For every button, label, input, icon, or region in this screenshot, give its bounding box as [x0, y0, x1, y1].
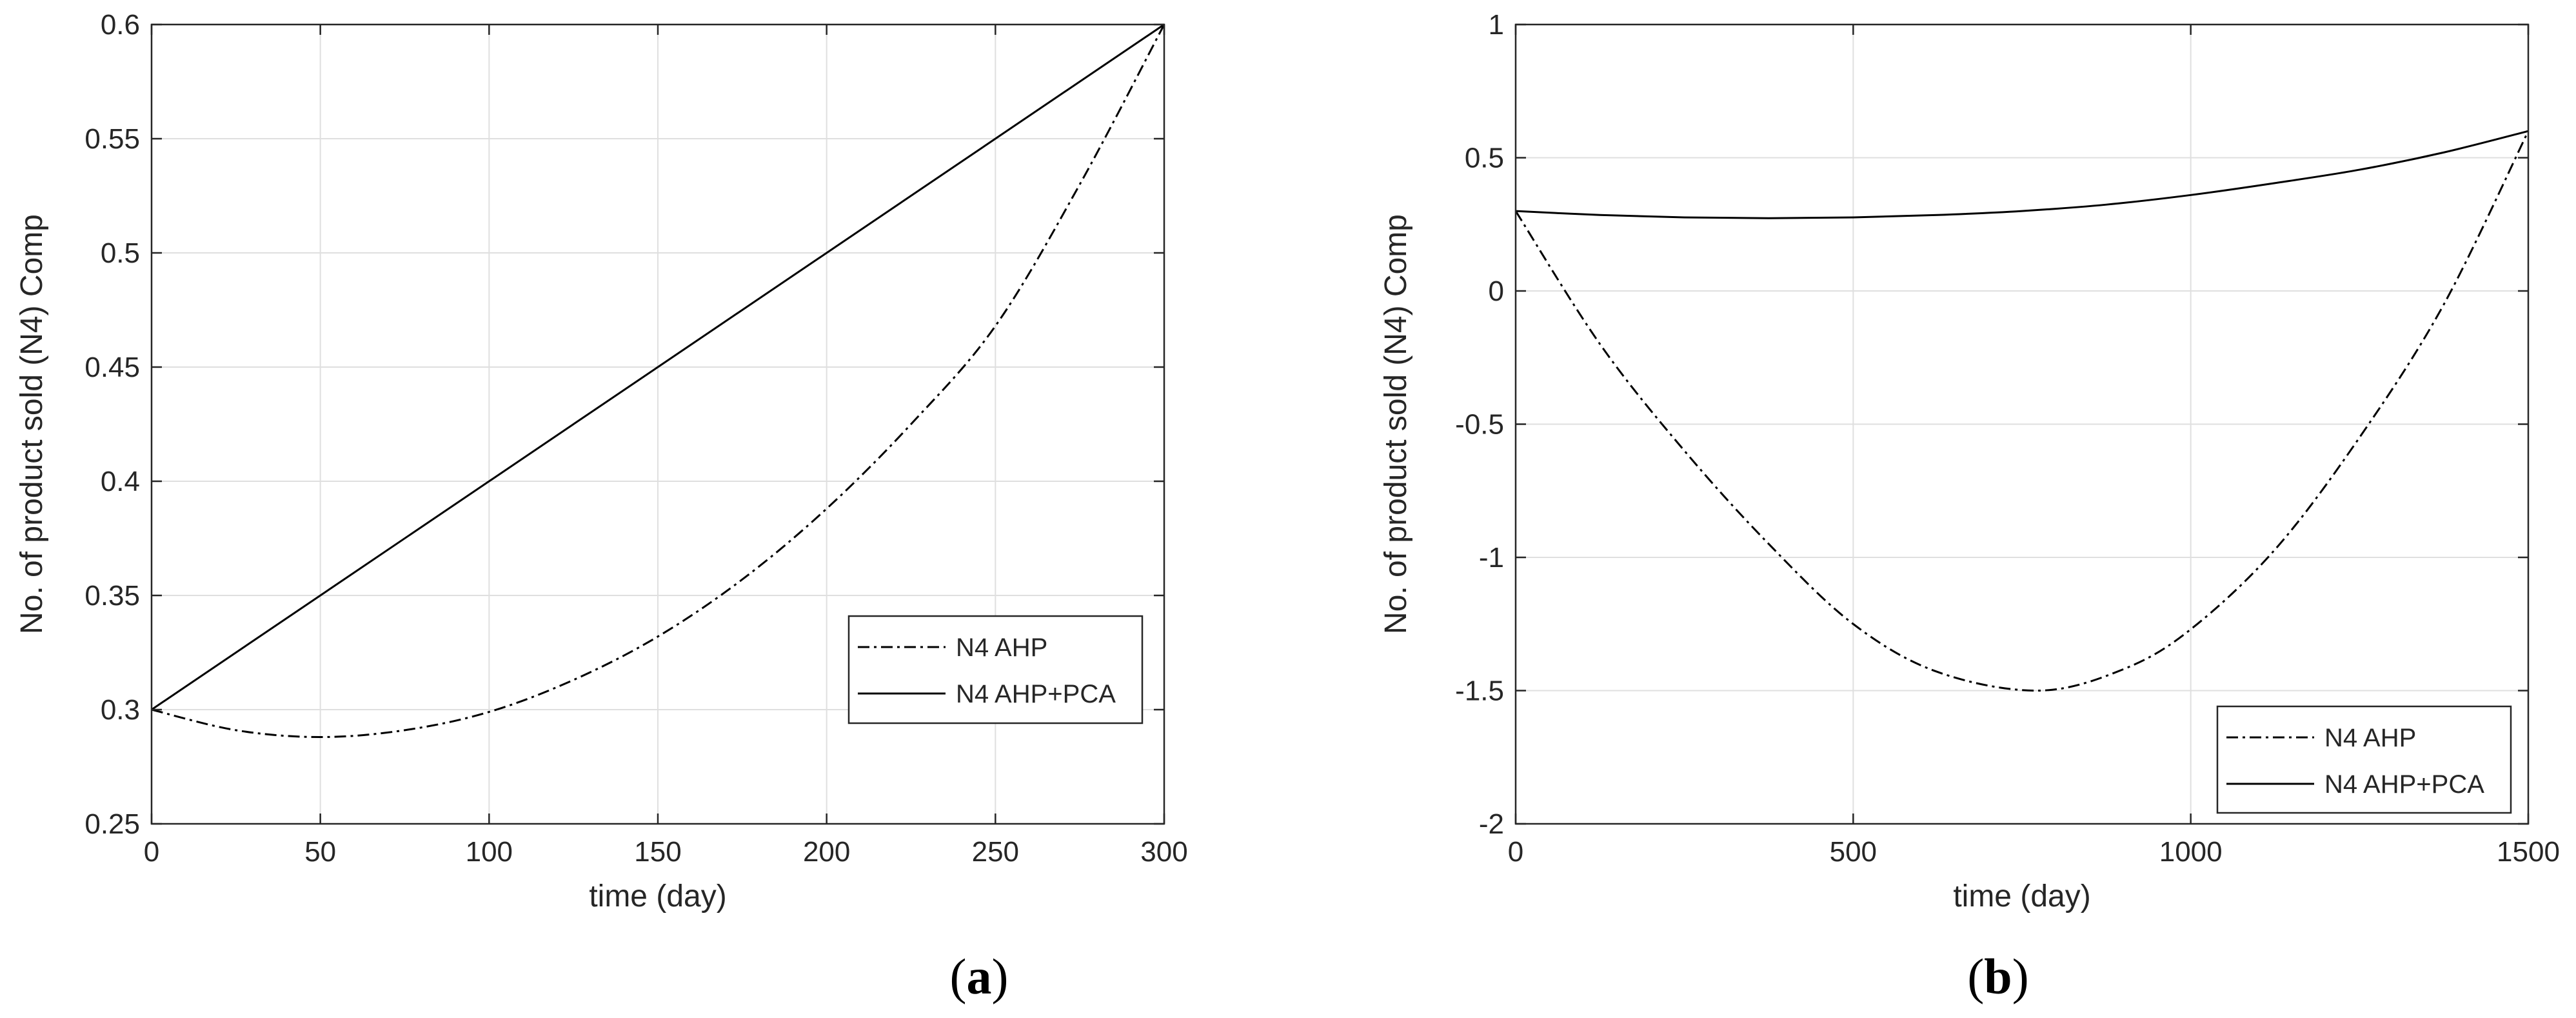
chart-a-series-pca-line	[151, 23, 1165, 711]
chart-b-y-tick-label-2: -1	[1479, 542, 1504, 574]
chart-b-legend-label-ahp: N4 AHP	[2324, 724, 2416, 752]
chart-b-y-tick-label-0: -2	[1479, 808, 1504, 840]
chart-a-legend-label-pca: N4 AHP+PCA	[956, 680, 1116, 708]
chart-a-ticks: 0 50 100 150 200 250 300 0.25 0.3 0.35 0.4 0.45 0.5 0…	[84, 9, 1187, 868]
chart-b-x-tick-label-0: 0	[1508, 836, 1523, 868]
chart-a-x-tick-label-4: 200	[803, 836, 850, 868]
chart-b-legend: N4 AHP N4 AHP+PCA	[2216, 705, 2512, 814]
chart-a-y-tick-label-6: 0.55	[84, 123, 140, 155]
chart-b-x-tick-label-1: 500	[1830, 836, 1877, 868]
chart-a-y-tick-label-5: 0.5	[101, 237, 140, 269]
chart-b-caption: (b)	[1967, 948, 2028, 1004]
chart-b-grid	[1515, 24, 2529, 824]
chart-b-y-tick-label-4: 0	[1489, 275, 1504, 307]
chart-b-x-axis-label: time (day)	[1953, 879, 2090, 913]
chart-a-y-tick-label-4: 0.45	[84, 352, 140, 383]
chart-a-series	[151, 23, 1165, 738]
chart-b-legend-box	[2216, 705, 2512, 814]
chart-b: 0 500 1000 1500 -2 -1.5 -1 -0.5 0 0.5 1 time (day)…	[1379, 9, 2560, 1004]
chart-a-caption: (a)	[950, 948, 1009, 1004]
chart-a-y-axis-label: No. of product sold (N4) Comp	[15, 214, 49, 634]
chart-b-y-tick-label-5: 0.5	[1465, 143, 1504, 174]
chart-b-y-tick-label-1: -1.5	[1455, 675, 1504, 707]
chart-a-x-tick-label-5: 250	[972, 836, 1019, 868]
chart-a-x-tick-label-0: 0	[144, 836, 159, 868]
chart-a-series-ahp-line	[151, 24, 1165, 738]
chart-a-x-tick-label-2: 100	[466, 836, 513, 868]
chart-a-x-tick-label-6: 300	[1140, 836, 1187, 868]
chart-a-x-tick-label-1: 50	[304, 836, 336, 868]
chart-a: 0 50 100 150 200 250 300 0.25 0.3 0.35 0.4 0.45 0.5 0…	[15, 9, 1188, 1004]
chart-b-y-tick-label-6: 1	[1489, 9, 1504, 41]
chart-b-y-axis-label: No. of product sold (N4) Comp	[1379, 214, 1413, 634]
chart-a-x-axis-label: time (day)	[589, 879, 726, 913]
chart-b-legend-label-pca: N4 AHP+PCA	[2324, 770, 2484, 799]
chart-b-x-tick-label-2: 1000	[2159, 836, 2223, 868]
chart-b-x-tick-label-3: 1500	[2497, 836, 2560, 868]
chart-a-y-tick-label-0: 0.25	[84, 808, 140, 840]
chart-a-caption-letter: a	[967, 948, 992, 1004]
chart-a-legend-label-ahp: N4 AHP	[956, 634, 1047, 662]
chart-a-x-tick-label-3: 150	[634, 836, 681, 868]
chart-a-y-tick-label-3: 0.4	[101, 466, 140, 497]
chart-a-legend: N4 AHP N4 AHP+PCA	[847, 615, 1144, 724]
chart-b-y-tick-label-3: -0.5	[1455, 409, 1504, 441]
chart-b-ticks: 0 500 1000 1500 -2 -1.5 -1 -0.5 0 0.5 1	[1455, 9, 2560, 868]
chart-b-series-pca-line	[1515, 130, 2529, 219]
chart-a-legend-box	[847, 615, 1144, 724]
chart-b-series-ahp-line	[1514, 130, 2530, 692]
chart-a-y-tick-label-1: 0.3	[101, 694, 140, 726]
chart-b-series	[1514, 130, 2530, 692]
chart-a-y-tick-label-7: 0.6	[101, 9, 140, 41]
chart-b-caption-letter: b	[1984, 948, 2012, 1004]
chart-a-y-tick-label-2: 0.35	[84, 580, 140, 612]
